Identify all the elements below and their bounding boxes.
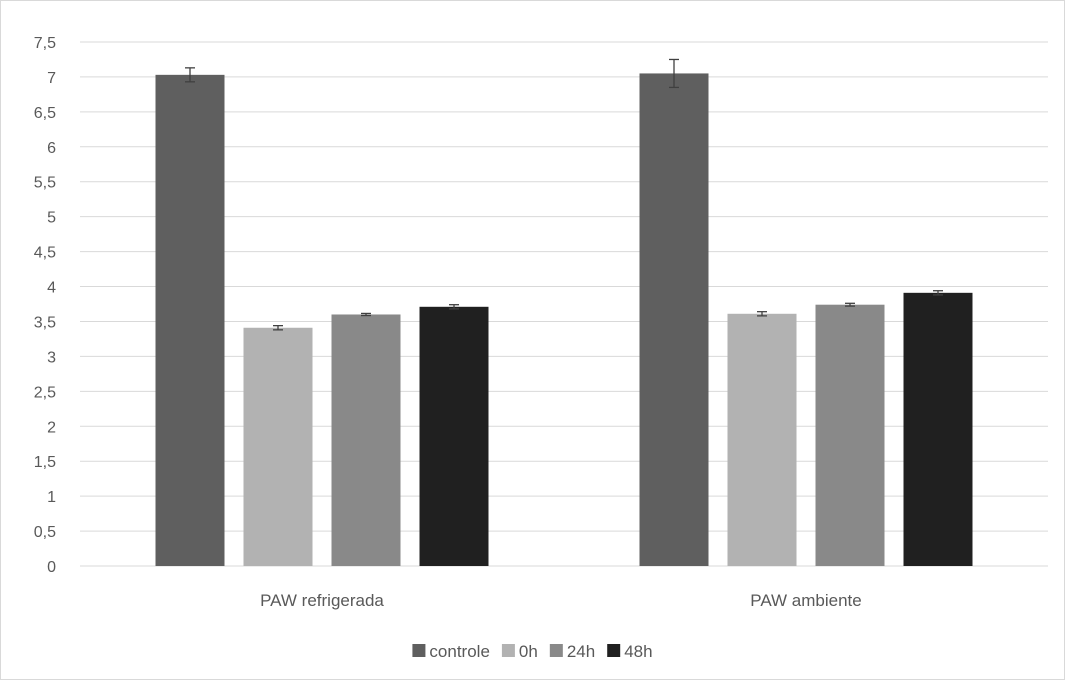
bar-48h — [903, 292, 973, 566]
gridlines — [80, 41, 1048, 567]
bar-24h — [331, 314, 401, 566]
y-tick-label: 4,5 — [34, 245, 56, 262]
legend-label: 0h — [519, 642, 538, 661]
y-tick-label: 3,5 — [34, 314, 56, 331]
legend-label: controle — [429, 642, 489, 661]
y-tick-label: 1,5 — [34, 454, 56, 471]
legend-swatch-24h — [549, 644, 563, 657]
bar-0h — [727, 313, 797, 566]
x-category-label: PAW ambiente — [750, 591, 862, 610]
y-tick-label: 3 — [47, 349, 56, 366]
y-tick-label: 2,5 — [34, 384, 56, 401]
legend: controle 0h 24h 48h — [412, 642, 653, 661]
y-tick-label: 1 — [47, 489, 56, 506]
bar-controle — [639, 73, 709, 566]
x-category-label: PAW refrigerada — [260, 591, 384, 610]
legend-label: 48h — [624, 642, 652, 661]
error-bars — [185, 58, 943, 331]
bars — [155, 73, 973, 566]
legend-swatch-0h — [501, 644, 515, 657]
y-tick-label: 5 — [47, 210, 56, 227]
y-tick-label: 6,5 — [34, 105, 56, 122]
bar-controle — [155, 74, 225, 566]
y-tick-label: 7,5 — [34, 35, 56, 52]
bar-24h — [815, 304, 885, 566]
legend-swatch-controle — [412, 644, 426, 657]
y-tick-label: 7 — [47, 70, 56, 87]
y-axis-tick-labels: 0 0,5 1 1,5 2 2,5 3 3,5 4 4,5 5 5,5 6 6,5 7 7,5 — [34, 35, 56, 576]
legend-label: 24h — [567, 642, 595, 661]
y-tick-label: 4 — [47, 280, 56, 297]
x-axis-category-labels: PAW refrigerada PAW ambiente — [260, 591, 862, 610]
y-tick-label: 2 — [47, 419, 56, 436]
y-tick-label: 6 — [47, 140, 56, 157]
y-tick-label: 0,5 — [34, 524, 56, 541]
bar-48h — [419, 306, 489, 566]
y-tick-label: 0 — [47, 559, 56, 576]
bar-0h — [243, 327, 313, 566]
y-tick-label: 5,5 — [34, 175, 56, 192]
legend-swatch-48h — [607, 644, 621, 657]
